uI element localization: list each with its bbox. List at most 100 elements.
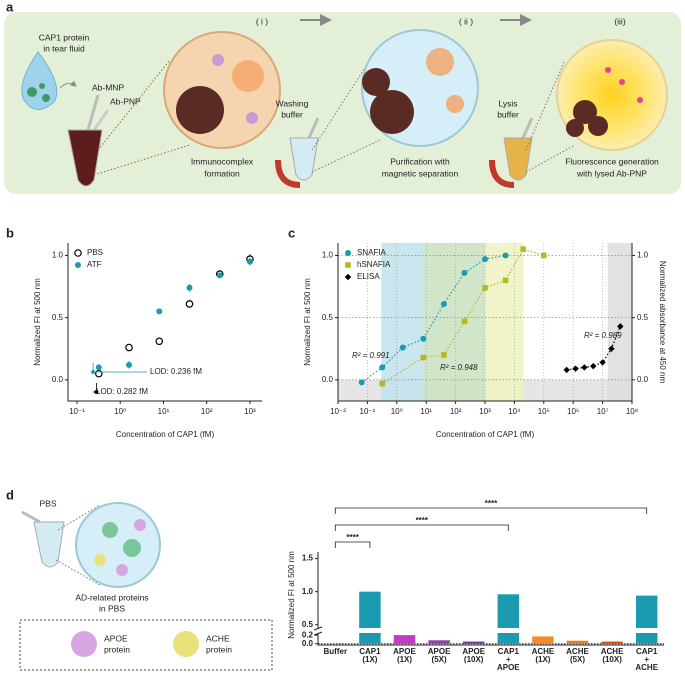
point <box>599 359 606 366</box>
protein-legend: protein <box>104 644 130 654</box>
buffer-label: Lysis <box>498 98 517 108</box>
legend-marker <box>344 273 352 281</box>
point <box>617 323 624 330</box>
x-tick-label: + <box>644 655 649 664</box>
r2-label: R² = 0.948 <box>440 363 478 372</box>
range-band <box>607 243 632 401</box>
point <box>502 277 509 284</box>
x-tick-label: ACHE <box>566 647 589 656</box>
r2-label: R² = 0.989 <box>584 331 622 340</box>
legend-label: ELISA <box>357 272 380 281</box>
x-tick-label: (5X) <box>432 655 447 664</box>
step-caption: magnetic separation <box>382 168 459 178</box>
probe-label: Ab-PNP <box>110 96 141 106</box>
buffer-label: buffer <box>281 109 303 119</box>
point <box>572 365 579 372</box>
point <box>379 364 386 371</box>
x-tick-label: 10⁻² <box>330 407 346 416</box>
legend-label: ATF <box>87 260 102 269</box>
significance-label: **** <box>346 533 359 542</box>
point <box>420 335 427 342</box>
bar <box>497 633 520 644</box>
x-tick-label: Buffer <box>324 647 348 656</box>
y2-axis-title: Normalized absorbance at 450 nm <box>658 261 667 384</box>
legend-label: hSNAFIA <box>357 260 391 269</box>
x-tick-label: 10⁶ <box>567 407 579 416</box>
schematic-caption: in PBS <box>99 603 125 613</box>
x-tick-label: 10⁻¹ <box>360 407 376 416</box>
axis <box>337 243 633 402</box>
x-tick-label: 10⁰ <box>391 407 403 416</box>
point <box>520 246 527 253</box>
r2-label: R² = 0.991 <box>352 351 390 360</box>
x-tick-label: (5X) <box>570 655 585 664</box>
point <box>461 318 468 325</box>
x-tick-label: 10⁰ <box>114 407 126 416</box>
legend-label: SNAFIA <box>357 248 387 257</box>
range-band <box>423 243 485 401</box>
point <box>608 345 615 352</box>
x-tick-label: + <box>506 655 511 664</box>
step-label: ( i ) <box>256 16 268 26</box>
illustration <box>19 502 273 671</box>
x-tick-label: 10¹ <box>158 407 170 416</box>
point <box>440 300 447 307</box>
significance-bracket <box>334 507 648 514</box>
lod-line <box>92 363 147 373</box>
point <box>358 379 365 386</box>
point <box>379 380 386 387</box>
lod-label: LOD: 0.282 fM <box>96 387 148 396</box>
y2-tick-label: 1.0 <box>637 251 649 260</box>
x-tick-label: ACHE <box>532 647 555 656</box>
x-tick-label: APOE <box>393 647 416 656</box>
bar <box>497 594 520 628</box>
point <box>126 361 133 368</box>
legend-marker <box>345 262 351 268</box>
schematic-caption: AD-related proteins <box>75 592 148 602</box>
x-tick-label: (1X) <box>362 655 377 664</box>
point <box>185 300 194 308</box>
point <box>581 364 588 371</box>
legend-marker <box>75 262 81 268</box>
range-band <box>485 243 524 401</box>
x-tick-label: (1X) <box>535 655 550 664</box>
bar <box>635 633 658 644</box>
bar <box>359 591 381 628</box>
step-label: ( ii ) <box>459 16 473 26</box>
panel-label: c <box>288 225 295 240</box>
step-caption: Fluorescence generation <box>565 156 659 166</box>
point <box>95 364 102 371</box>
x-tick-label: APOE <box>462 647 485 656</box>
x-tick-label: CAP1 <box>498 647 520 656</box>
x-tick-label: 10³ <box>479 407 491 416</box>
step-caption: with lysed Ab-PNP <box>576 168 647 178</box>
x-tick-label: APOE <box>428 647 451 656</box>
sample-label: CAP1 protein <box>39 32 90 42</box>
y-tick-label: 1.0 <box>302 587 314 596</box>
bar <box>393 635 416 644</box>
y-tick-label: 0.5 <box>302 620 314 629</box>
y-axis-title: Normalized FI at 500 nm <box>303 278 312 366</box>
point <box>482 284 488 291</box>
step-caption: Purification with <box>390 156 450 166</box>
legend-marker <box>74 249 82 257</box>
significance-label: **** <box>485 499 498 508</box>
point <box>246 258 253 265</box>
x-tick-label: CAP1 <box>636 647 658 656</box>
significance-bracket <box>334 541 371 548</box>
y-tick-label: 1.5 <box>302 554 314 563</box>
panel-label: d <box>6 487 14 502</box>
lod-line <box>93 383 97 393</box>
y2-tick-label: 0.0 <box>637 375 649 384</box>
point <box>156 308 163 315</box>
y-tick-label: 1.0 <box>322 251 334 260</box>
x-tick-label: (10X) <box>464 655 484 664</box>
point <box>563 366 570 374</box>
x-tick-label: ACHE <box>601 647 624 656</box>
x-tick-label: (10X) <box>602 655 622 664</box>
x-tick-label: 10² <box>201 407 213 416</box>
panel-label: b <box>6 225 14 240</box>
point <box>502 252 509 259</box>
x-tick-label: 10¹ <box>420 407 432 416</box>
